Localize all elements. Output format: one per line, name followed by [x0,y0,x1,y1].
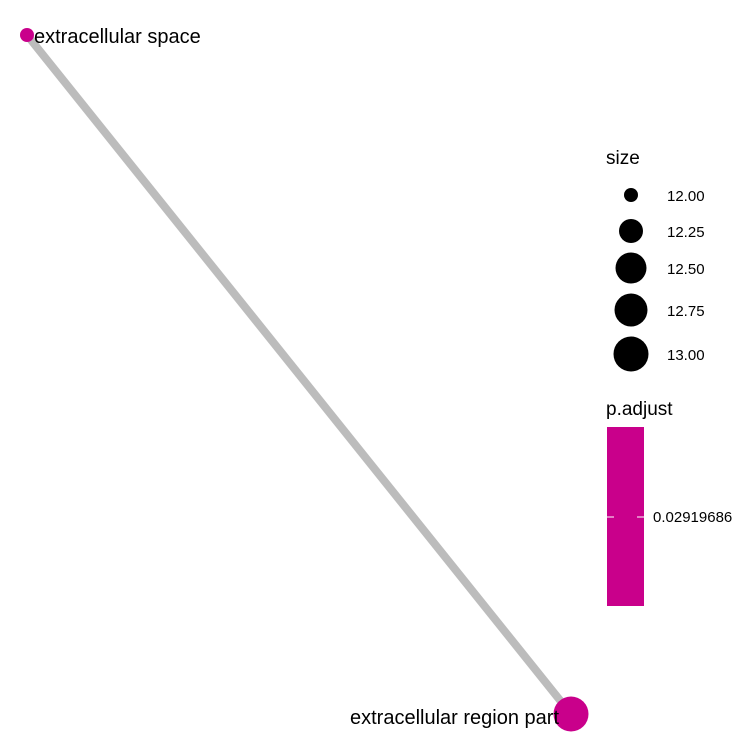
size-legend-label: 13.00 [667,347,705,364]
size-legend-point [615,252,647,284]
size-legend-point [619,219,643,243]
size-legend-title: size [606,148,640,169]
node-label-n1: extracellular space [34,26,201,48]
size-legend-label: 12.25 [667,224,705,241]
color-legend: p.adjust 0.02919686 [606,399,732,606]
node-layer [20,28,589,732]
size-legend-point [613,336,649,372]
size-legend: size 12.00 12.25 12.50 12.75 13.00 [606,148,705,372]
node-n1 [20,28,34,42]
color-legend-tick-label: 0.02919686 [653,509,732,526]
label-layer: extracellular space extracellular region … [34,26,559,729]
node-n2 [553,696,589,732]
size-legend-label: 12.00 [667,188,705,205]
node-label-n2: extracellular region part [350,707,559,729]
size-legend-label: 12.75 [667,303,705,320]
size-legend-label: 12.50 [667,261,705,278]
color-legend-title: p.adjust [606,399,673,420]
edge-layer [23,32,575,717]
size-legend-point [614,293,648,327]
size-legend-point [624,188,638,202]
edge-n1-n2 [23,32,575,717]
